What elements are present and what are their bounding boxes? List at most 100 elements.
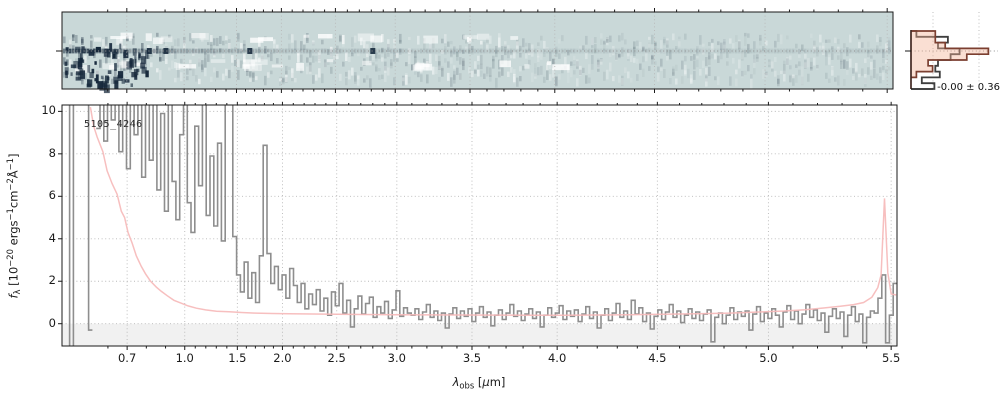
noise-speckle	[537, 67, 540, 76]
white-streak	[296, 63, 304, 71]
trace-segment	[609, 48, 612, 54]
trace-segment	[399, 48, 402, 54]
noise-speckle	[798, 49, 801, 55]
noise-speckle	[249, 71, 252, 78]
noise-speckle	[519, 45, 522, 51]
x-tick-label: 4.5	[648, 351, 667, 365]
noise-speckle	[684, 55, 687, 62]
noise-speckle	[237, 70, 240, 80]
noise-speckle	[429, 44, 432, 50]
noise-speckle	[459, 73, 462, 80]
noise-speckle	[528, 43, 531, 53]
noise-speckle	[384, 61, 387, 71]
noise-speckle	[498, 37, 501, 48]
noise-speckle	[399, 48, 402, 53]
dark-blob	[75, 46, 81, 53]
noise-speckle	[444, 35, 447, 45]
noise-speckle	[381, 74, 384, 80]
y-tick-label: 4	[48, 230, 56, 245]
trace-segment	[195, 48, 198, 54]
noise-speckle	[387, 43, 390, 52]
trace-segment	[417, 48, 420, 54]
trace-segment	[813, 48, 816, 54]
noise-speckle	[483, 41, 486, 49]
noise-speckle	[264, 46, 267, 54]
trace-segment	[426, 48, 429, 54]
noise-speckle	[285, 74, 288, 83]
noise-speckle	[141, 51, 144, 58]
noise-speckle	[552, 59, 555, 65]
trace-segment	[459, 48, 462, 54]
noise-speckle	[795, 43, 798, 49]
noise-speckle	[249, 71, 252, 77]
white-streak	[178, 64, 197, 69]
noise-speckle	[384, 66, 387, 74]
noise-speckle	[798, 50, 801, 58]
noise-speckle	[243, 40, 246, 46]
trace-segment	[777, 48, 780, 54]
trace-segment	[510, 48, 513, 54]
trace-segment	[357, 48, 360, 54]
noise-speckle	[597, 62, 600, 69]
dark-blob	[114, 63, 117, 71]
noise-speckle	[573, 70, 576, 75]
noise-speckle	[510, 54, 513, 59]
noise-speckle	[837, 55, 840, 60]
noise-speckle	[186, 76, 189, 81]
noise-speckle	[498, 71, 501, 78]
noise-speckle	[519, 76, 522, 82]
noise-speckle	[888, 40, 891, 51]
noise-speckle	[531, 53, 534, 57]
noise-speckle	[462, 60, 465, 71]
noise-speckle	[78, 52, 81, 59]
noise-speckle	[369, 78, 372, 88]
noise-speckle	[258, 40, 261, 47]
noise-speckle	[675, 46, 678, 50]
trace-segment	[285, 48, 288, 54]
noise-speckle	[348, 56, 351, 63]
noise-speckle	[639, 41, 642, 52]
noise-speckle	[861, 68, 864, 76]
trace-segment	[546, 48, 549, 54]
noise-speckle	[642, 47, 645, 52]
noise-speckle	[378, 75, 381, 80]
noise-speckle	[609, 49, 612, 58]
trace-segment	[801, 48, 804, 54]
trace-segment	[798, 48, 801, 54]
noise-speckle	[501, 55, 504, 65]
noise-speckle	[459, 45, 462, 52]
noise-speckle	[708, 52, 711, 60]
noise-speckle	[633, 57, 636, 63]
noise-speckle	[357, 74, 360, 80]
noise-speckle	[609, 35, 612, 43]
y-tick-label: 8	[48, 145, 56, 160]
trace-segment	[204, 48, 207, 54]
noise-speckle	[852, 68, 855, 74]
dark-blob	[75, 76, 82, 81]
noise-speckle	[69, 44, 72, 48]
trace-segment	[579, 48, 582, 54]
noise-speckle	[120, 65, 123, 69]
noise-speckle	[252, 69, 255, 78]
trace-segment	[375, 48, 378, 54]
noise-speckle	[657, 49, 660, 55]
noise-speckle	[744, 70, 747, 75]
noise-speckle	[621, 32, 624, 41]
dark-blob	[65, 70, 68, 79]
noise-speckle	[744, 50, 747, 58]
noise-speckle	[528, 51, 531, 56]
noise-speckle	[873, 59, 876, 69]
noise-speckle	[759, 38, 762, 46]
noise-speckle	[708, 42, 711, 46]
noise-speckle	[651, 54, 654, 65]
noise-speckle	[192, 40, 195, 44]
noise-speckle	[858, 73, 861, 78]
noise-speckle	[270, 52, 273, 62]
noise-speckle	[312, 75, 315, 84]
noise-speckle	[123, 45, 126, 51]
noise-speckle	[540, 65, 543, 75]
noise-speckle	[783, 74, 786, 82]
noise-speckle	[660, 58, 663, 67]
dark-blob	[129, 58, 133, 67]
noise-speckle	[105, 54, 108, 65]
